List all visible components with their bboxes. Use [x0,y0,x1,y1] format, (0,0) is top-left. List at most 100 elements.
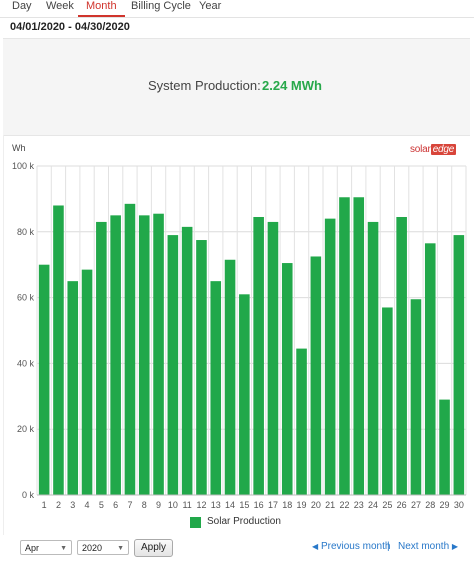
bar [296,348,307,495]
x-tick-label: 22 [339,500,349,510]
bar [224,259,236,495]
x-tick-label: 16 [254,500,264,510]
x-tick-label: 1 [42,500,47,510]
x-tick-label: 17 [268,500,278,510]
date-range: 04/01/2020 - 04/30/2020 [10,21,130,33]
bar [210,281,222,495]
x-tick-label: 23 [354,500,364,510]
x-tick-label: 20 [311,500,321,510]
x-tick-label: 27 [411,500,421,510]
tab-month[interactable]: Month [86,0,117,12]
bar [110,215,121,495]
x-tick-label: 10 [168,500,178,510]
bar [339,197,350,495]
bar [181,226,193,496]
bar [53,205,64,496]
logo-solar-text: solar [410,144,431,155]
bar [367,221,379,495]
month-select[interactable]: Apr ▼ [20,540,72,555]
x-tick-label: 9 [156,500,161,510]
y-tick-label: 60 k [17,293,35,303]
bar [67,281,79,495]
bar [324,218,336,495]
chevron-down-icon: ▼ [60,545,67,552]
triangle-left-icon: ◀ [312,542,319,551]
production-value: 2.24 MWh [262,78,322,93]
x-tick-label: 21 [325,500,335,510]
bar [167,235,179,495]
bar [239,294,250,495]
active-tab-indicator [78,15,125,17]
y-axis-unit: Wh [12,143,26,153]
chevron-down-icon: ▼ [117,545,124,552]
bar [453,235,465,495]
x-tick-label: 19 [297,500,307,510]
legend-swatch [190,517,201,528]
bar [267,221,279,495]
x-tick-label: 5 [99,500,104,510]
y-tick-label: 100 k [12,161,35,171]
tab-day[interactable]: Day [12,0,32,12]
bar [138,215,150,495]
month-select-value: Apr [25,543,40,553]
x-tick-label: 3 [70,500,75,510]
tab-year[interactable]: Year [199,0,222,12]
x-tick-label: 14 [225,500,235,510]
x-tick-label: 6 [113,500,118,510]
x-tick-label: 25 [382,500,392,510]
y-tick-label: 40 k [17,358,35,368]
bar [382,307,393,495]
bar [38,264,50,495]
triangle-right-icon: ▶ [451,542,459,551]
bar [424,243,436,495]
bar [439,399,450,495]
y-tick-label: 20 k [17,424,35,434]
x-tick-label: 8 [142,500,147,510]
tab-week[interactable]: Week [46,0,74,12]
bar [124,203,136,495]
bar [196,240,207,495]
x-tick-label: 15 [239,500,249,510]
next-month-label: Next month [398,541,450,552]
production-summary-panel [3,38,470,136]
bar [396,216,407,495]
bar [353,197,365,495]
x-tick-label: 18 [282,500,292,510]
chart-panel [3,135,471,535]
logo-edge-text: edge [430,144,457,155]
production-label: System Production: [148,78,261,93]
x-tick-label: 29 [440,500,450,510]
bar [281,263,293,495]
year-select[interactable]: 2020 ▼ [77,540,129,555]
previous-month-label: Previous month [320,541,391,552]
bar [96,221,107,495]
bar [153,213,164,495]
bar [310,256,322,495]
previous-month-link[interactable]: ◀ Previous month [312,541,390,552]
x-tick-label: 13 [211,500,221,510]
x-tick-label: 12 [196,500,206,510]
x-tick-label: 4 [85,500,90,510]
y-tick-label: 80 k [17,227,35,237]
x-tick-label: 28 [425,500,435,510]
x-tick-label: 26 [397,500,407,510]
bar [410,299,422,495]
solaredge-logo: solar edge [410,144,457,155]
x-tick-label: 2 [56,500,61,510]
legend-label: Solar Production [207,516,281,527]
bar [253,216,264,495]
tab-billing-cycle[interactable]: Billing Cycle [131,0,191,12]
x-tick-label: 7 [127,500,132,510]
bar [81,269,93,495]
year-select-value: 2020 [82,543,103,553]
tabs-divider [0,17,474,18]
period-tabs: Day Week Month Billing Cycle Year [0,0,474,18]
x-tick-label: 11 [182,500,191,510]
nav-separator: | [387,541,390,552]
next-month-link[interactable]: Next month ▶ [398,541,458,552]
x-tick-label: 24 [368,500,378,510]
x-tick-label: 30 [454,500,464,510]
apply-button[interactable]: Apply [134,539,173,557]
y-tick-label: 0 k [22,490,35,500]
